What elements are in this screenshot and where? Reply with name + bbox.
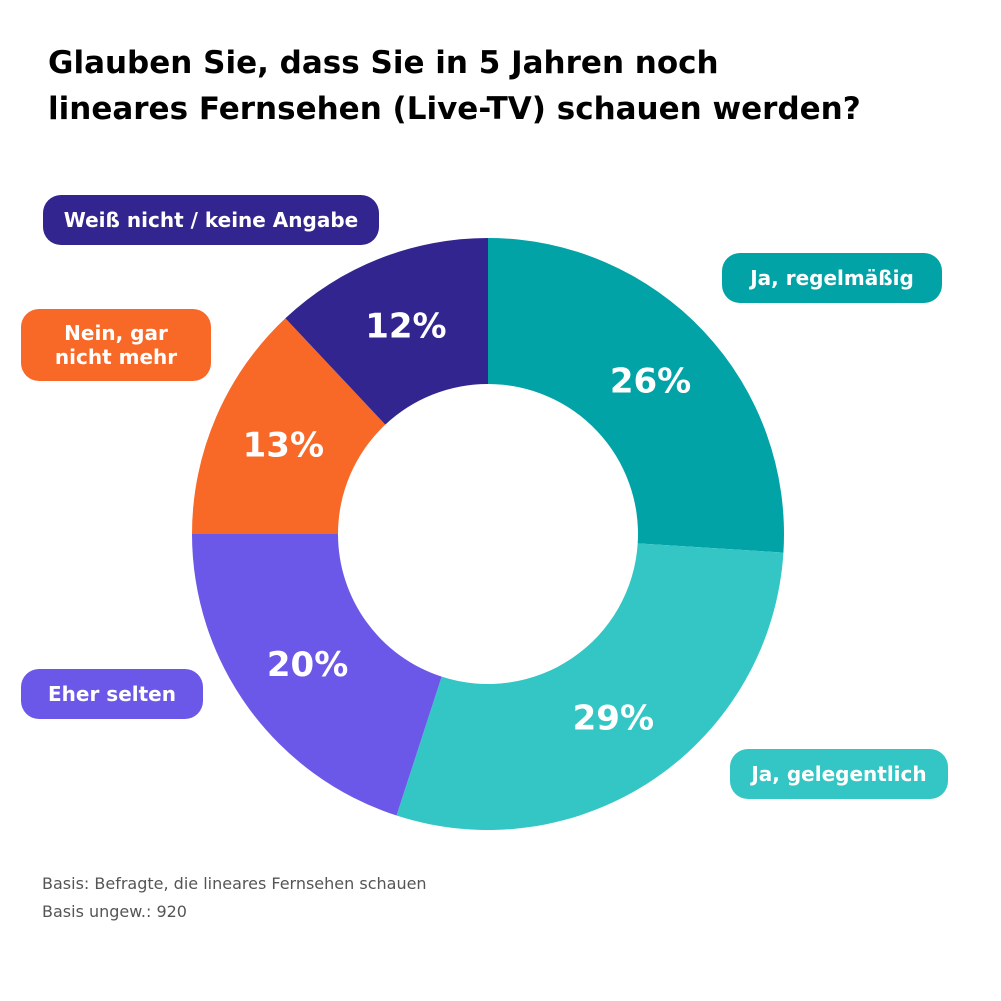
slice-ja-gelegentlich — [396, 543, 784, 830]
chart-title-line-2: lineares Fernsehen (Live-TV) schauen wer… — [48, 91, 861, 127]
legend-label-weiss-nicht: Weiß nicht / keine Angabe — [43, 195, 379, 245]
slice-weiss-nicht — [285, 238, 488, 425]
slice-eher-selten — [192, 534, 442, 816]
chart-title: Glauben Sie, dass Sie in 5 Jahren noch l… — [48, 40, 948, 132]
footnote-basis-ungewichtet: Basis ungew.: 920 — [42, 902, 187, 921]
chart-title-line-1: Glauben Sie, dass Sie in 5 Jahren noch — [48, 45, 719, 81]
data-label-weiss-nicht: 12% — [365, 307, 446, 347]
footnote-basis: Basis: Befragte, die lineares Fernsehen … — [42, 874, 427, 893]
data-label-ja-gelegentlich: 29% — [573, 698, 654, 738]
legend-label-ja-gelegentlich: Ja, gelegentlich — [730, 749, 948, 799]
data-label-eher-selten: 20% — [267, 645, 348, 685]
slice-ja-regelmaessig — [488, 238, 784, 553]
data-label-ja-regelmaessig: 26% — [610, 361, 691, 401]
slice-nein-gar-nicht-mehr — [192, 318, 386, 534]
data-label-nein-gar-nicht-mehr: 13% — [243, 425, 324, 465]
legend-label-nein-gar-nicht-mehr: Nein, gar nicht mehr — [21, 309, 211, 381]
legend-label-eher-selten: Eher selten — [21, 669, 203, 719]
footnotes: Basis: Befragte, die lineares Fernsehen … — [42, 870, 427, 926]
legend-label-ja-regelmaessig: Ja, regelmäßig — [722, 253, 942, 303]
